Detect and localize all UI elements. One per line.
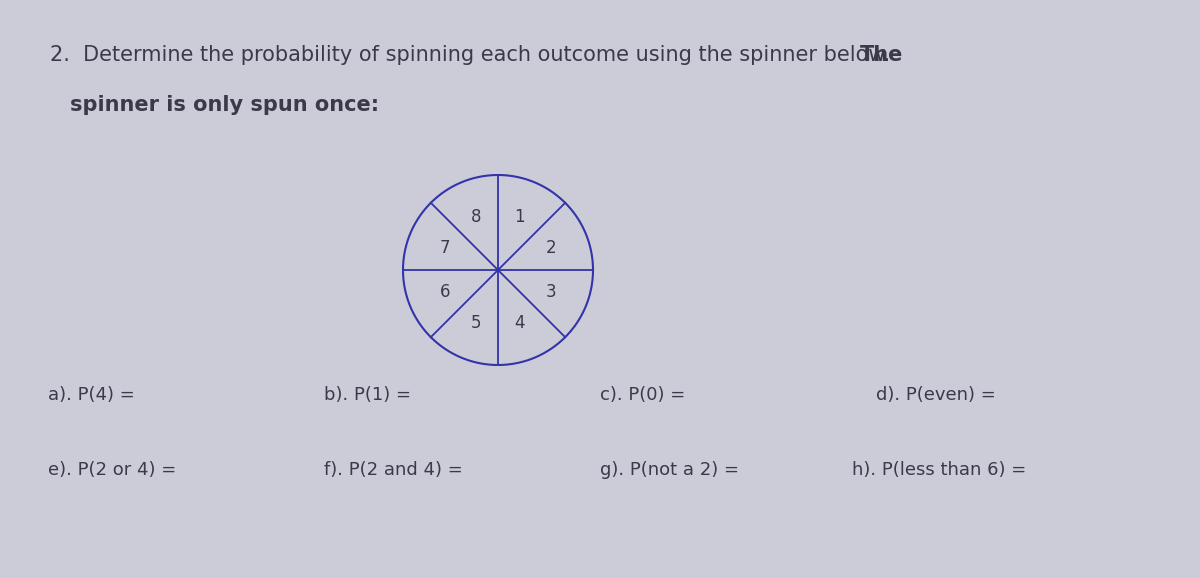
Text: c). P(0) =: c). P(0) = (600, 386, 685, 404)
Text: h). P(less than 6) =: h). P(less than 6) = (852, 461, 1026, 479)
Text: g). P(not a 2) =: g). P(not a 2) = (600, 461, 739, 479)
Text: The: The (860, 45, 904, 65)
Text: e). P(2 or 4) =: e). P(2 or 4) = (48, 461, 176, 479)
Text: 8: 8 (470, 208, 481, 227)
Text: 4: 4 (515, 314, 526, 332)
Text: 2.  Determine the probability of spinning each outcome using the spinner below.: 2. Determine the probability of spinning… (50, 45, 896, 65)
Text: 2: 2 (545, 239, 556, 257)
Text: d). P(even) =: d). P(even) = (876, 386, 996, 404)
Text: a). P(4) =: a). P(4) = (48, 386, 134, 404)
Text: 5: 5 (470, 314, 481, 332)
Text: 6: 6 (440, 283, 450, 301)
Text: 1: 1 (515, 208, 526, 227)
Text: f). P(2 and 4) =: f). P(2 and 4) = (324, 461, 463, 479)
Text: 3: 3 (545, 283, 556, 301)
Text: b). P(1) =: b). P(1) = (324, 386, 410, 404)
Text: spinner is only spun once:: spinner is only spun once: (70, 95, 379, 115)
Text: 7: 7 (440, 239, 450, 257)
